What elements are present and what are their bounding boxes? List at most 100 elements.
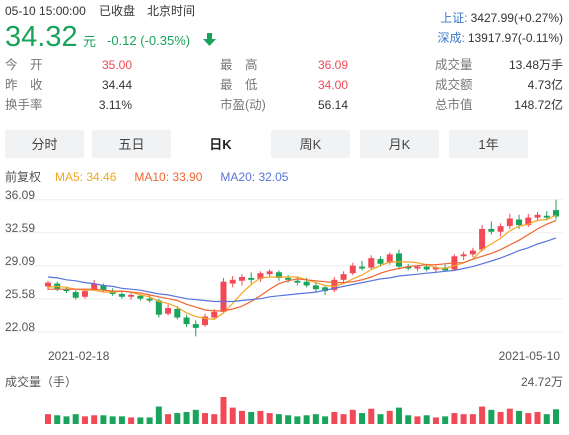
volume-bar xyxy=(109,416,116,424)
volume-bar xyxy=(285,415,292,424)
status: 已收盘 xyxy=(99,3,135,18)
volume-bar xyxy=(534,411,541,424)
tab-label[interactable]: 日K xyxy=(209,137,232,152)
candle-body xyxy=(525,217,532,226)
volume-bar xyxy=(229,407,236,424)
volume-bar xyxy=(91,415,98,424)
candle-body xyxy=(63,289,70,292)
volume-bar xyxy=(460,414,467,424)
tab-label[interactable]: 月K xyxy=(389,137,411,152)
volume-bar xyxy=(432,417,439,424)
stat-value: 34.44 xyxy=(102,78,132,92)
market-index: 深成: 13917.97(-0.11%) xyxy=(437,31,563,45)
tab[interactable] xyxy=(449,130,528,158)
tab-label[interactable]: 周K xyxy=(300,137,322,152)
stat-value: 56.14 xyxy=(318,98,348,112)
candle-body xyxy=(340,274,347,280)
legend-item: MA5: 34.46 xyxy=(55,170,117,184)
volume-bar xyxy=(479,406,486,424)
tab[interactable] xyxy=(181,130,260,158)
price: 34.32 xyxy=(5,21,78,53)
candle-body xyxy=(506,218,513,227)
volume-bar xyxy=(146,417,153,424)
stat-value: 13.48万手 xyxy=(509,58,563,72)
tab[interactable] xyxy=(92,130,171,158)
candle-body xyxy=(432,267,439,270)
candle-body xyxy=(192,324,199,328)
stat-label: 成交额 xyxy=(435,77,473,92)
volume-bar xyxy=(469,414,476,424)
tab-label[interactable]: 分时 xyxy=(31,137,57,152)
tab[interactable] xyxy=(360,130,439,158)
volume-bar xyxy=(506,408,513,424)
candle-body xyxy=(553,210,559,217)
volume-bar xyxy=(322,416,329,424)
volume-bar xyxy=(516,410,523,424)
index-name: 上证: xyxy=(440,11,467,25)
datetime: 05-10 15:00:00 xyxy=(5,4,86,18)
candle-body xyxy=(266,271,273,275)
y-tick-label: 36.09 xyxy=(5,188,35,202)
ma-line xyxy=(48,219,557,312)
candle-body xyxy=(100,285,107,291)
volume-bar xyxy=(118,416,125,424)
index-name: 深成: xyxy=(437,31,464,45)
candle-body xyxy=(183,317,190,325)
candle-body xyxy=(377,259,384,264)
tab[interactable] xyxy=(5,130,84,158)
volume-bar xyxy=(359,413,366,424)
stat-label: 昨 收 xyxy=(5,78,43,92)
stat-value: 34.00 xyxy=(318,78,348,92)
volume-bar xyxy=(312,414,319,424)
volume-bar xyxy=(368,408,375,424)
volume-bar xyxy=(395,407,402,424)
tab[interactable] xyxy=(271,130,350,158)
stat-value: 4.73亿 xyxy=(528,77,563,92)
candle-body xyxy=(229,279,236,284)
down-arrow xyxy=(203,33,216,46)
candle-body xyxy=(238,276,245,281)
ma-line xyxy=(47,237,557,303)
volume-bar xyxy=(525,413,532,424)
volume-bar xyxy=(248,411,255,424)
candle-body xyxy=(128,294,135,297)
candle-body xyxy=(118,293,125,297)
tab-label[interactable]: 1年 xyxy=(478,137,498,152)
volume-bar xyxy=(54,415,61,424)
volume-bar xyxy=(488,409,495,424)
volume-bar xyxy=(294,416,301,424)
volume-bar xyxy=(165,414,172,424)
candle-body xyxy=(312,285,319,290)
candle-body xyxy=(497,226,504,232)
stat-label: 今 开 xyxy=(5,57,43,72)
volume-bar xyxy=(451,413,458,424)
candle-body xyxy=(174,309,181,318)
volume-bar xyxy=(553,409,559,424)
volume-bar xyxy=(63,416,70,424)
volume-bar xyxy=(414,416,421,424)
stat-label: 成交量 xyxy=(435,57,473,72)
candle-body xyxy=(543,215,550,218)
price-change: -0.12 (-0.35%) xyxy=(107,33,190,48)
volume-bar xyxy=(174,413,181,424)
stat-value: 148.72亿 xyxy=(514,97,563,112)
candle-body xyxy=(460,254,467,257)
volume-bar xyxy=(183,411,190,424)
timezone: 北京时间 xyxy=(147,4,195,18)
volume-bar xyxy=(257,410,264,424)
candle-body xyxy=(534,214,541,218)
y-tick-label: 25.58 xyxy=(5,287,35,301)
tab-label[interactable]: 五日 xyxy=(118,137,144,152)
candle-body xyxy=(469,250,476,255)
volume-bar xyxy=(423,415,430,424)
stat-label: 市盈(动) xyxy=(220,97,266,112)
volume-bar xyxy=(442,416,449,424)
volume-bar xyxy=(275,414,282,424)
stat-label: 最 高 xyxy=(220,57,258,72)
candle-body xyxy=(275,272,282,278)
candle-body xyxy=(386,254,393,263)
candle-body xyxy=(45,282,51,287)
candle-body xyxy=(516,219,523,226)
volume-bar xyxy=(543,414,550,424)
